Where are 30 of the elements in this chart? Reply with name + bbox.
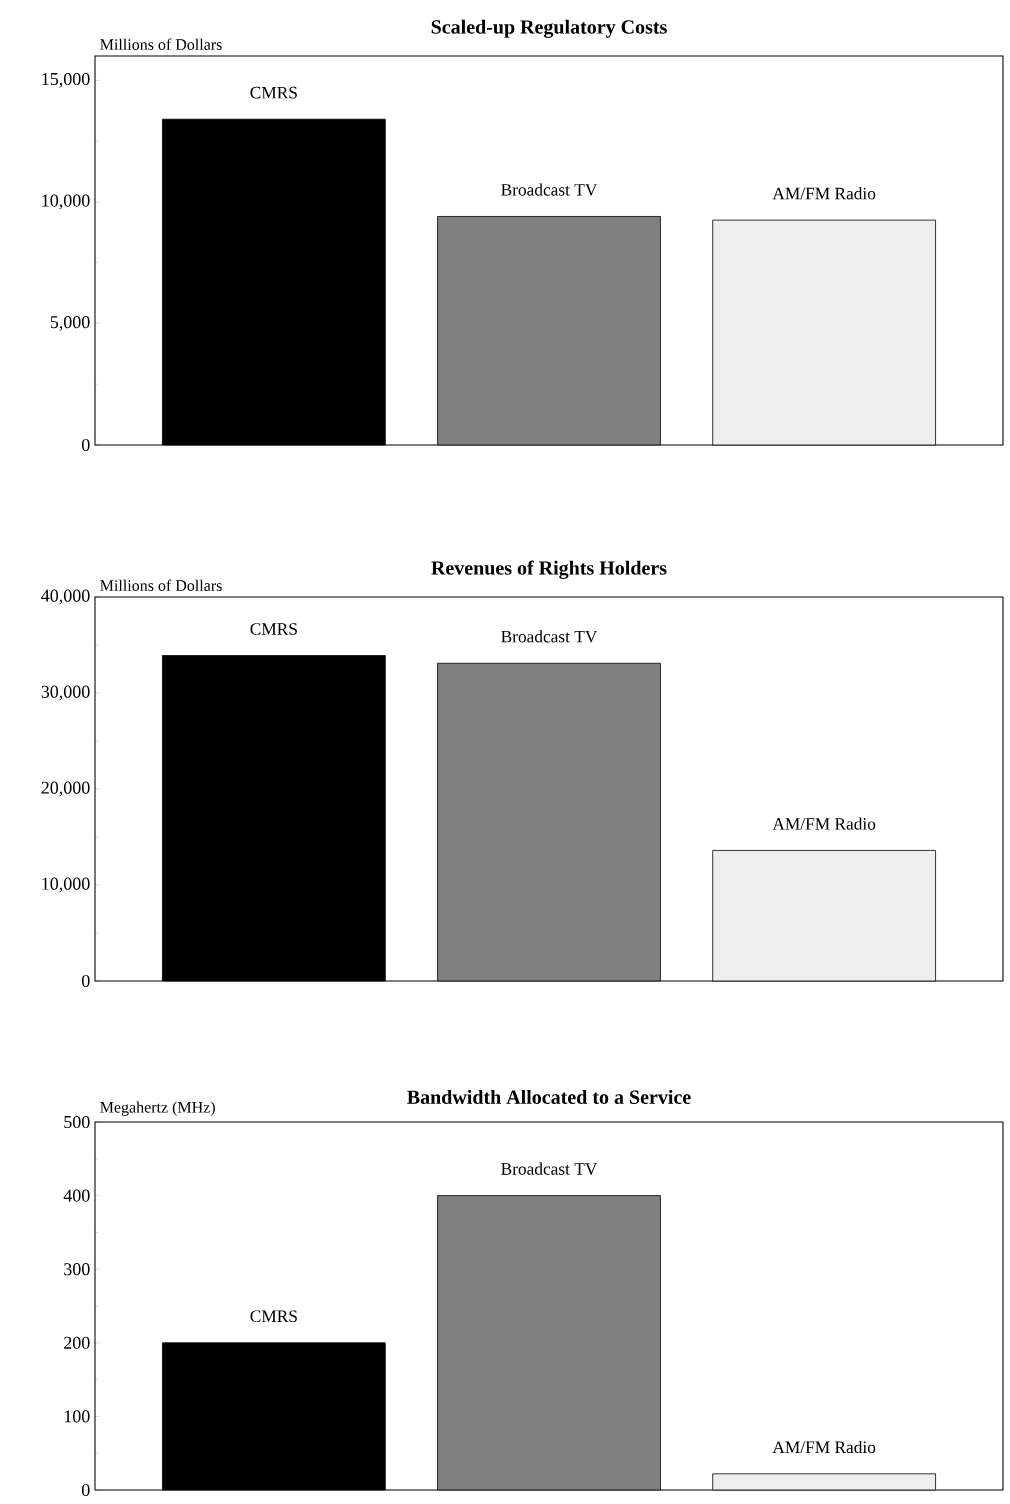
y-tick-label: 10,000 [42, 877, 90, 893]
category-label: CMRS [250, 86, 297, 99]
y-tick-label: 40,000 [41, 589, 90, 605]
category-label: CMRS [250, 1310, 297, 1323]
y-tick-label: 5,000 [50, 316, 90, 331]
category-label: AM/FM Radio [772, 1440, 876, 1454]
category-label: AM/FM Radio [772, 187, 876, 200]
category-label: Broadcast TV [501, 183, 598, 196]
chart-title: Bandwidth Allocated to a Service [407, 1089, 691, 1104]
category-label: CMRS [250, 623, 297, 635]
y-tick-label: 400 [63, 1189, 90, 1202]
y-tick-label: 0 [81, 974, 90, 988]
y-tick-label: 200 [64, 1336, 90, 1349]
y-tick-label: 10,000 [42, 194, 90, 210]
category-label: AM/FM Radio [772, 817, 876, 830]
y-tick-label: 30,000 [41, 685, 90, 701]
y-tick-label: 15,000 [42, 72, 90, 88]
y-axis-title: Megahertz (MHz) [100, 1101, 215, 1116]
chart-title: Revenues of Rights Holders [431, 560, 667, 579]
chart-title: Scaled-up Regulatory Costs [431, 19, 667, 38]
y-tick-label: 100 [64, 1410, 90, 1423]
y-tick-label: 300 [64, 1263, 90, 1276]
category-label: Broadcast TV [501, 1162, 598, 1175]
y-axis-title: Millions of Dollars [100, 38, 222, 50]
y-tick-label: 0 [81, 438, 90, 452]
y-tick-label: 500 [64, 1115, 90, 1129]
category-label: Broadcast TV [501, 630, 598, 643]
y-axis-title: Millions of Dollars [100, 579, 222, 591]
y-tick-label: 20,000 [41, 781, 90, 797]
y-tick-label: 0 [81, 1483, 90, 1497]
